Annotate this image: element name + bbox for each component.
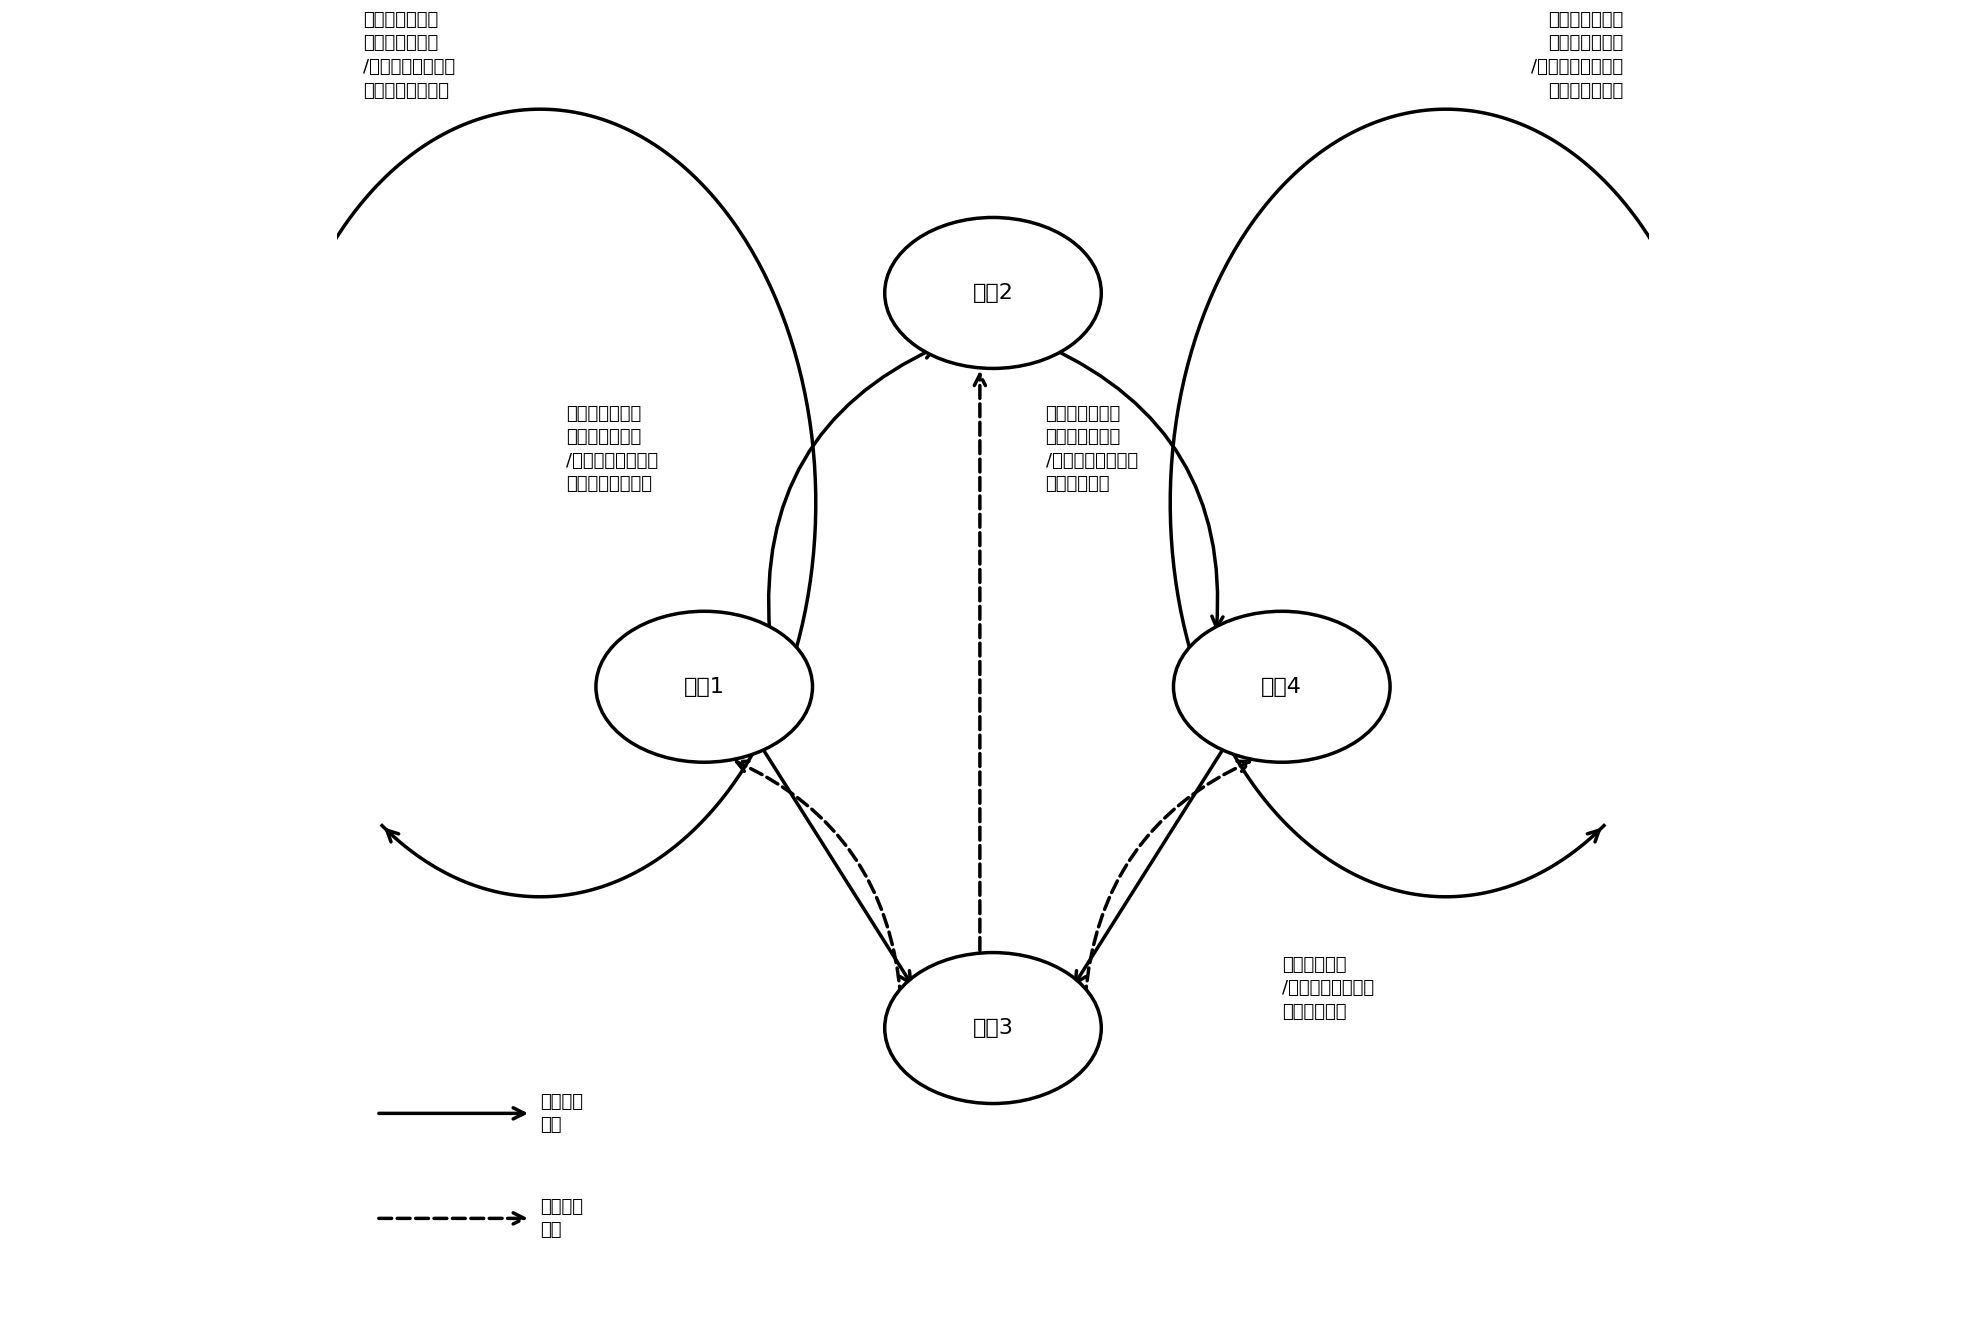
- Text: 状态4: 状态4: [1261, 676, 1303, 696]
- Text: 状态1: 状态1: [683, 676, 725, 696]
- Ellipse shape: [884, 218, 1102, 369]
- Ellipse shape: [596, 612, 812, 762]
- Text: 时钟信号高电平
片选信号低电平
/时钟信号由低到高
（数据稳定）: 时钟信号高电平 片选信号低电平 /时钟信号由低到高 （数据稳定）: [1045, 404, 1138, 493]
- Text: 时钟信号高电平
片选信号高电平
/片选信号由低到高
（数据传输结束）: 时钟信号高电平 片选信号高电平 /片选信号由低到高 （数据传输结束）: [363, 11, 455, 99]
- Text: 错误状态
转换: 错误状态 转换: [540, 1198, 584, 1239]
- Text: 状态2: 状态2: [973, 283, 1013, 303]
- Text: 正确状态
转换: 正确状态 转换: [540, 1092, 584, 1135]
- Text: 状态3: 状态3: [973, 1018, 1013, 1038]
- Text: 时钟信号低电平
片选信号低电平
/时钟信号由高到低
（数据不稳定）: 时钟信号低电平 片选信号低电平 /时钟信号由高到低 （数据不稳定）: [1531, 11, 1623, 99]
- Ellipse shape: [884, 952, 1102, 1103]
- Text: 时钟信号高电平
片选信号低电平
/片选信号由高到低
（数据传输开始）: 时钟信号高电平 片选信号低电平 /片选信号由高到低 （数据传输开始）: [566, 404, 659, 493]
- Text: 状态跳转条件
/输出电平变化事件
（事件含义）: 状态跳转条件 /输出电平变化事件 （事件含义）: [1281, 956, 1374, 1021]
- Ellipse shape: [1174, 612, 1390, 762]
